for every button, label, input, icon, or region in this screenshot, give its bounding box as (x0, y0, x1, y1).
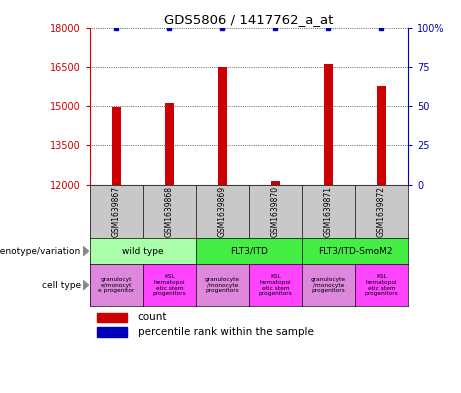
Polygon shape (83, 246, 89, 256)
Bar (377, 86, 386, 185)
Bar (271, 181, 280, 185)
Bar (165, 103, 174, 185)
Title: GDS5806 / 1417762_a_at: GDS5806 / 1417762_a_at (164, 13, 334, 26)
Text: GSM1639869: GSM1639869 (218, 185, 227, 237)
Bar (218, 67, 227, 185)
Text: granulocyt
e/monocyt
e progenitor: granulocyt e/monocyt e progenitor (98, 277, 135, 294)
Text: genotype/variation: genotype/variation (0, 247, 81, 255)
Text: count: count (138, 312, 167, 322)
Text: KSL
hematopoi
etic stem
progenitors: KSL hematopoi etic stem progenitors (153, 274, 186, 296)
Bar (324, 64, 333, 185)
Bar (97, 313, 127, 322)
Text: GSM1639868: GSM1639868 (165, 186, 174, 237)
Text: GSM1639872: GSM1639872 (377, 186, 386, 237)
Bar (112, 107, 121, 185)
Text: wild type: wild type (122, 247, 164, 255)
Text: GSM1639870: GSM1639870 (271, 185, 280, 237)
Text: FLT3/ITD: FLT3/ITD (230, 247, 268, 255)
Text: cell type: cell type (41, 281, 81, 290)
Text: FLT3/ITD-SmoM2: FLT3/ITD-SmoM2 (318, 247, 392, 255)
Polygon shape (83, 281, 89, 290)
Text: GSM1639867: GSM1639867 (112, 185, 121, 237)
Text: GSM1639871: GSM1639871 (324, 186, 333, 237)
Text: KSL
hematopoi
etic stem
progenitors: KSL hematopoi etic stem progenitors (259, 274, 292, 296)
Text: KSL
hematopoi
etic stem
progenitors: KSL hematopoi etic stem progenitors (365, 274, 398, 296)
Text: percentile rank within the sample: percentile rank within the sample (138, 327, 313, 337)
Bar (97, 327, 127, 337)
Text: granulocyte
/monocyte
progenitors: granulocyte /monocyte progenitors (311, 277, 346, 294)
Text: granulocyte
/monocyte
progenitors: granulocyte /monocyte progenitors (205, 277, 240, 294)
